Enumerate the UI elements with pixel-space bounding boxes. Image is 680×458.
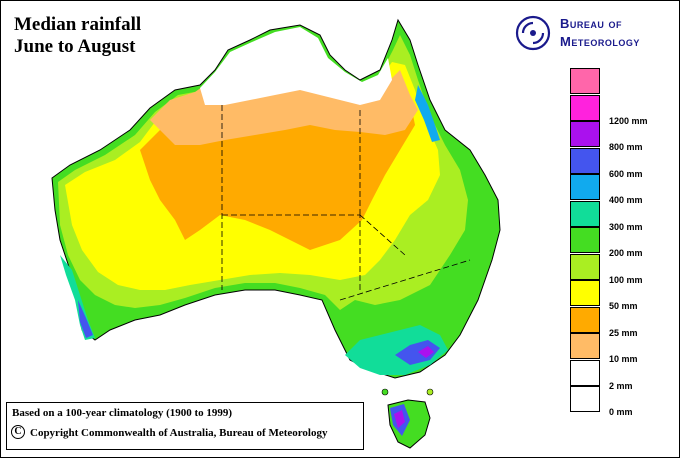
legend-swatch xyxy=(570,68,600,94)
legend-swatch xyxy=(570,200,600,227)
legend-label: 600 mm xyxy=(609,168,643,179)
legend-label: 400 mm xyxy=(609,195,643,205)
legend-label: 200 mm xyxy=(609,248,643,258)
map-subtitle: June to August xyxy=(14,36,136,57)
logo-text-line2: Meteorology xyxy=(560,34,640,49)
legend-swatch xyxy=(570,253,600,280)
notes-box: Based on a 100-year climatology (1900 to… xyxy=(6,402,364,450)
legend-swatch xyxy=(570,280,600,306)
legend-swatch xyxy=(570,386,600,412)
legend-swatch xyxy=(570,333,600,359)
legend-swatch xyxy=(570,121,600,147)
legend-label: 10 mm xyxy=(609,354,638,364)
king-island xyxy=(381,388,389,396)
tasmania-peak-zone xyxy=(394,410,405,428)
northeast-wet-strip xyxy=(415,85,440,142)
legend-label: 1200 mm xyxy=(609,115,648,126)
legend-swatch xyxy=(570,94,600,121)
southeast-wet-zone xyxy=(345,325,448,375)
flinders-island xyxy=(426,388,434,396)
alps-wet-zone xyxy=(395,340,440,365)
legend-swatch xyxy=(570,306,600,333)
alps-peak-zone xyxy=(418,346,434,358)
state-borders xyxy=(221,105,471,301)
bom-spiral-logo-icon xyxy=(515,15,551,51)
bureau-logo: Bureau of Meteorology xyxy=(510,10,670,58)
legend-label: 800 mm xyxy=(609,142,643,152)
legend-label: 25 mm xyxy=(609,327,638,338)
southwest-very-wet-zone xyxy=(78,300,93,338)
logo-text-line1: Bureau of xyxy=(560,16,622,31)
northern-arid-zone xyxy=(200,27,392,105)
legend-label: 2 mm xyxy=(609,380,633,391)
legend-label: 0 mm xyxy=(609,407,633,417)
legend-label: 300 mm xyxy=(609,221,643,232)
legend-label: 100 mm xyxy=(609,274,643,285)
legend-label: 50 mm xyxy=(609,301,638,311)
legend-swatch xyxy=(570,147,600,174)
climatology-note: Based on a 100-year climatology (1900 to… xyxy=(12,407,233,419)
legend-swatch xyxy=(570,359,600,386)
copyright-icon: C xyxy=(11,425,25,439)
copyright-note: Copyright Commonwealth of Australia, Bur… xyxy=(30,427,328,439)
legend-swatch xyxy=(570,174,600,200)
legend-swatch xyxy=(570,227,600,253)
map-title: Median rainfall xyxy=(14,14,142,35)
